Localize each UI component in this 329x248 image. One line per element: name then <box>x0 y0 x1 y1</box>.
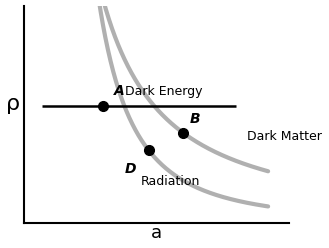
Text: A: A <box>114 84 125 98</box>
Text: Dark Energy: Dark Energy <box>125 85 202 98</box>
Text: Dark Matter: Dark Matter <box>247 129 322 143</box>
Y-axis label: ρ: ρ <box>6 94 20 114</box>
Text: D: D <box>125 162 136 176</box>
Text: Radiation: Radiation <box>140 175 200 188</box>
Text: B: B <box>190 112 200 126</box>
X-axis label: a: a <box>151 224 162 243</box>
